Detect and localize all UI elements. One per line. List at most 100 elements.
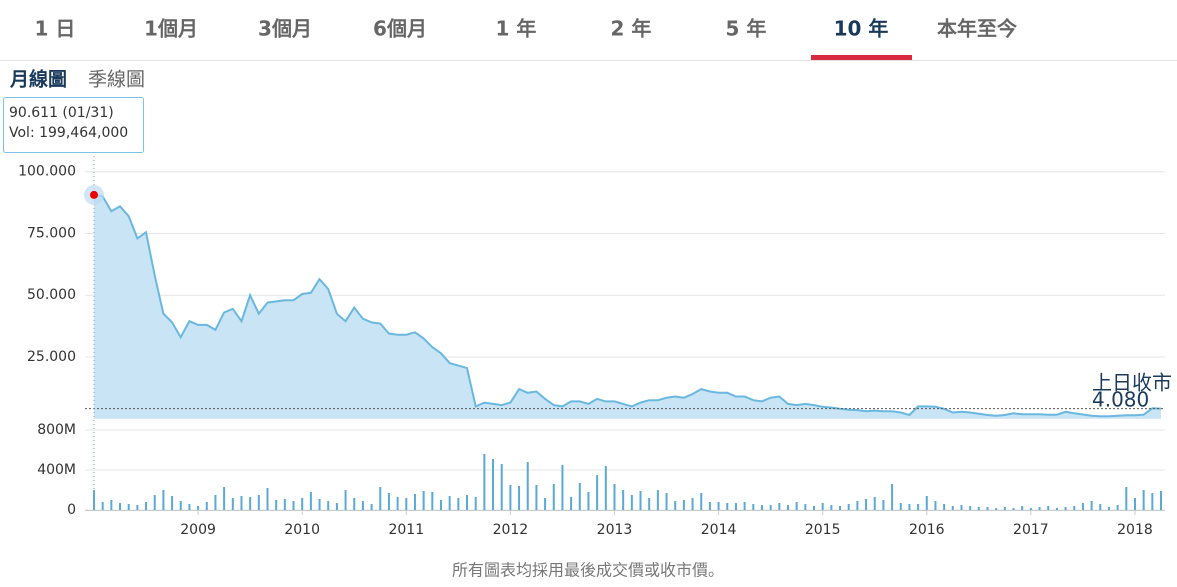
volume-bar — [1160, 491, 1162, 510]
volume-bar — [1133, 498, 1136, 510]
volume-bar — [648, 498, 651, 510]
last-close-value: 4.080 — [1092, 388, 1149, 412]
hover-point — [90, 190, 98, 199]
volume-bar — [856, 501, 859, 510]
volume-bar — [162, 490, 165, 510]
volume-bar — [1116, 505, 1119, 510]
volume-bar — [301, 498, 304, 510]
volume-bar — [839, 506, 842, 510]
y-tick-label: 50.000 — [27, 287, 76, 303]
volume-bar — [734, 503, 737, 510]
volume-bar — [197, 506, 200, 510]
volume-bar — [813, 506, 816, 510]
volume-bar — [899, 503, 902, 510]
volume-bar — [1107, 507, 1110, 510]
view-tab[interactable]: 月線圖 — [9, 68, 67, 91]
y2-tick-label: 800M — [37, 422, 76, 438]
volume-bar — [448, 496, 451, 510]
tab[interactable]: 1個月 — [144, 17, 198, 41]
volume-bar — [674, 501, 677, 510]
volume-bar — [552, 484, 555, 510]
volume-bar — [344, 490, 347, 510]
tab[interactable]: 3個月 — [258, 17, 312, 41]
volume-bar — [439, 500, 442, 510]
volume-bar — [283, 499, 286, 510]
x-tick-label: 2017 — [1013, 522, 1049, 538]
volume-bar — [223, 487, 226, 510]
tab[interactable]: 2 年 — [611, 17, 652, 41]
volume-bar — [682, 500, 685, 510]
tab[interactable]: 6個月 — [373, 17, 427, 41]
x-tick-label: 2010 — [284, 522, 320, 538]
volume-bar — [561, 465, 564, 510]
volume-bar — [1142, 490, 1145, 510]
volume-bar — [474, 497, 477, 510]
x-tick-label: 2016 — [909, 522, 945, 538]
volume-bar — [266, 488, 269, 510]
volume-bar — [960, 505, 963, 510]
volume-bar — [570, 497, 573, 510]
volume-bar — [396, 497, 399, 510]
x-tick-label: 2015 — [805, 522, 841, 538]
volume-bar — [925, 496, 928, 510]
volume-bar — [127, 504, 130, 510]
volume-bar — [1081, 503, 1084, 510]
volume-bar — [1073, 506, 1076, 510]
footer-note: 所有圖表均採用最後成交價或收市價。 — [452, 561, 724, 580]
volume-bar — [171, 496, 174, 510]
volume-bar — [1125, 487, 1128, 510]
volume-bar — [865, 499, 868, 510]
volume-bar — [1021, 506, 1024, 510]
volume-bar — [327, 501, 330, 510]
volume-bar — [604, 466, 607, 510]
volume-bar — [509, 485, 512, 510]
volume-bar — [1064, 507, 1067, 510]
volume-bar — [587, 492, 590, 510]
volume-bar — [292, 501, 295, 510]
volume-bar — [708, 502, 711, 510]
tooltip-box — [3, 97, 144, 153]
volume-bar — [387, 493, 390, 510]
tab[interactable]: 1 日 — [35, 17, 76, 41]
volume-bar — [405, 498, 408, 510]
price-line — [93, 193, 1162, 418]
volume-bar — [136, 505, 139, 510]
volume-bar — [917, 504, 920, 510]
volume-bar — [1012, 508, 1015, 510]
view-tab[interactable]: 季線圖 — [88, 69, 145, 91]
volume-bar — [639, 491, 642, 510]
volume-bar — [353, 498, 356, 510]
volume-bar — [335, 503, 338, 510]
volume-bar — [665, 493, 668, 510]
y-tick-label: 25.000 — [27, 349, 76, 365]
y-tick-label: 100.000 — [18, 164, 76, 180]
tab[interactable]: 1 年 — [496, 17, 537, 41]
volume-bar — [847, 504, 850, 510]
tab[interactable]: 5 年 — [726, 17, 767, 41]
volume-bar — [466, 495, 469, 510]
volume-bar — [214, 495, 217, 510]
tab[interactable]: 本年至今 — [937, 17, 1018, 41]
volume-bar — [413, 494, 416, 510]
volume-bar — [873, 497, 876, 510]
volume-bar — [752, 504, 755, 510]
volume-bar — [249, 497, 252, 510]
volume-bar — [804, 504, 807, 510]
volume-bar — [309, 492, 312, 510]
volume-bar — [951, 506, 954, 510]
volume-bar — [518, 486, 521, 510]
x-tick-label: 2009 — [180, 522, 216, 538]
volume-bar — [526, 462, 529, 510]
tab[interactable]: 10 年 — [834, 17, 889, 41]
volume-bar — [596, 475, 599, 510]
volume-bar — [318, 499, 321, 510]
volume-bar — [153, 495, 156, 510]
volume-bar — [1029, 508, 1032, 510]
volume-bar — [821, 503, 824, 510]
volume-bar — [145, 502, 148, 510]
volume-bar — [743, 502, 746, 510]
volume-bar — [717, 502, 720, 510]
x-tick-label: 2012 — [493, 522, 529, 538]
